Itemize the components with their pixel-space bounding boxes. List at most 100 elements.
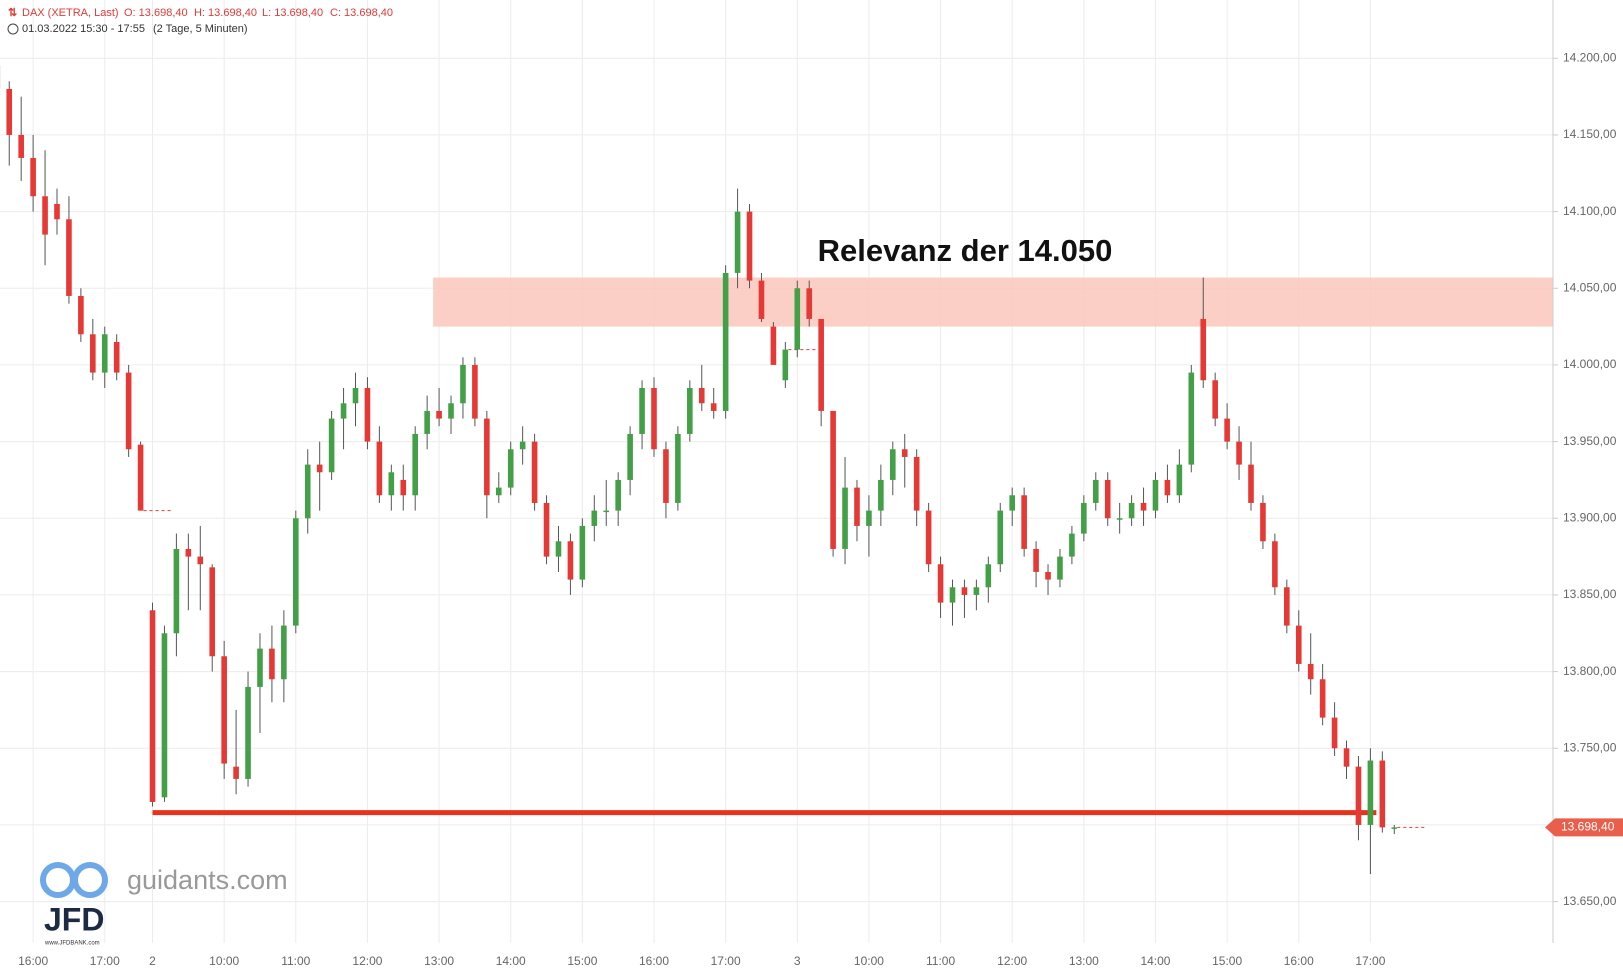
candle-body xyxy=(902,449,908,457)
x-tick-label: 14:00 xyxy=(496,954,526,968)
candle-body xyxy=(580,526,586,580)
candle-body xyxy=(639,388,645,434)
candle-body xyxy=(997,511,1003,565)
candle-body xyxy=(245,687,251,779)
candle-body xyxy=(962,587,968,595)
candle-body xyxy=(1057,557,1063,580)
y-tick-label: 14.050,00 xyxy=(1563,280,1617,294)
candle-body xyxy=(663,449,669,503)
candle-body xyxy=(771,327,777,365)
candle-body xyxy=(1069,534,1075,557)
candle-body xyxy=(1344,748,1350,766)
y-tick-label: 14.000,00 xyxy=(1563,357,1617,371)
candle-body xyxy=(233,767,239,779)
candle-body xyxy=(830,411,836,549)
candle-body xyxy=(221,656,227,763)
candle-body xyxy=(818,319,824,411)
candle-body xyxy=(424,411,430,434)
x-tick-label: 17:00 xyxy=(1355,954,1385,968)
candle-body xyxy=(747,212,753,281)
x-tick-label: 3 xyxy=(794,954,801,968)
candle-body xyxy=(18,135,24,158)
period-range: (2 Tage, 5 Minuten) xyxy=(153,23,248,35)
x-tick-label: 13:00 xyxy=(424,954,454,968)
candle-body xyxy=(938,564,944,602)
candle-body xyxy=(329,419,335,473)
site-name: guidants.com xyxy=(127,865,288,895)
x-tick-label: 13:00 xyxy=(1069,954,1099,968)
candle-body xyxy=(735,212,741,273)
candle-body xyxy=(544,503,550,557)
instrument: DAX (XETRA, Last) xyxy=(22,7,119,19)
candle-body xyxy=(914,457,920,511)
candle-body xyxy=(759,281,765,319)
candle-body xyxy=(377,442,383,496)
x-tick-label: 10:00 xyxy=(209,954,239,968)
candle-body xyxy=(794,288,800,349)
candle-body xyxy=(532,442,538,503)
candle-body xyxy=(186,549,192,557)
candle-body xyxy=(293,518,299,625)
candle-body xyxy=(412,434,418,495)
candle-body xyxy=(711,403,717,411)
candle-body xyxy=(1308,664,1314,679)
candle-body xyxy=(1284,587,1290,625)
x-tick-label: 11:00 xyxy=(281,954,310,968)
candle-body xyxy=(687,388,693,434)
x-tick-label: 11:00 xyxy=(926,954,955,968)
candle-body xyxy=(520,442,526,450)
candle-body xyxy=(460,365,466,403)
header: ⇅ DAX (XETRA, Last) O: 13.698,40 H: 13.6… xyxy=(8,7,393,35)
y-tick-label: 14.200,00 xyxy=(1563,50,1617,64)
candle-body xyxy=(1189,373,1195,465)
candle-body xyxy=(1320,679,1326,717)
x-tick-label: 16:00 xyxy=(18,954,48,968)
candle-body xyxy=(1045,572,1051,580)
candle-body xyxy=(54,204,60,219)
candle-body xyxy=(783,350,789,381)
candle-body xyxy=(1117,518,1123,520)
logo-url: www.JFDBANK.com xyxy=(44,941,100,947)
price-tag-label: 13.698,40 xyxy=(1561,820,1615,834)
candle-body xyxy=(1212,380,1218,418)
candle-body xyxy=(615,480,621,511)
candle-body xyxy=(1332,718,1338,749)
candle-body xyxy=(496,488,502,496)
y-tick-label: 13.950,00 xyxy=(1563,434,1617,448)
candle-body xyxy=(102,334,108,372)
candle-body xyxy=(1368,761,1374,825)
overlay xyxy=(153,278,1553,813)
y-tick-label: 13.900,00 xyxy=(1563,510,1617,524)
annotation: Relevanz der 14.050 xyxy=(818,233,1113,268)
candle-body xyxy=(389,472,395,495)
candle-body xyxy=(842,488,848,549)
candle-body xyxy=(723,273,729,411)
header-icon: ⇅ xyxy=(8,7,17,19)
candle-body xyxy=(305,465,311,519)
candle-body xyxy=(1380,761,1386,828)
candle-body xyxy=(675,434,681,503)
x-tick-label: 15:00 xyxy=(567,954,597,968)
y-tick-label: 14.150,00 xyxy=(1563,127,1617,141)
candle-body xyxy=(1248,465,1254,503)
candle-body xyxy=(950,587,956,602)
candle-body xyxy=(1021,495,1027,549)
x-tick-label: 14:00 xyxy=(1140,954,1170,968)
candle-body xyxy=(627,434,633,480)
candle-body xyxy=(150,610,156,802)
candle-body xyxy=(1153,480,1159,511)
candle-body xyxy=(400,480,406,495)
candle-body xyxy=(162,633,168,797)
candle-body xyxy=(448,403,454,418)
x-tick-label: 17:00 xyxy=(711,954,741,968)
y-tick-label: 14.100,00 xyxy=(1563,204,1617,218)
candle-body xyxy=(6,89,12,135)
logo-ring xyxy=(43,865,73,895)
period: 01.03.2022 15:30 - 17:55 xyxy=(22,23,145,35)
candle-body xyxy=(651,388,657,449)
candle-body xyxy=(90,334,96,372)
x-tick-label: 12:00 xyxy=(997,954,1027,968)
candle-body xyxy=(257,649,263,687)
